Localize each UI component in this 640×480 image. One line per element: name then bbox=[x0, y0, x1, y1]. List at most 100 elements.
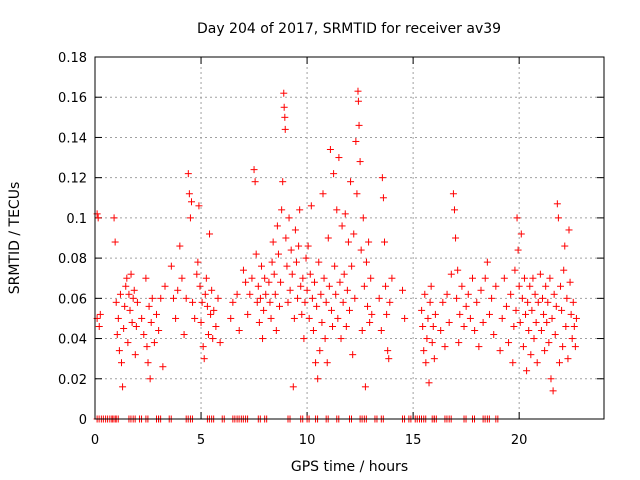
data-point bbox=[257, 262, 265, 270]
data-point bbox=[172, 314, 180, 322]
data-point bbox=[566, 278, 574, 286]
x-tick-label: 20 bbox=[511, 433, 528, 448]
data-point bbox=[485, 310, 493, 318]
data-point bbox=[121, 302, 129, 310]
data-point bbox=[199, 343, 207, 351]
data-point bbox=[315, 258, 323, 266]
data-point bbox=[341, 210, 349, 218]
data-point bbox=[267, 314, 275, 322]
data-point bbox=[207, 310, 215, 318]
data-point bbox=[456, 310, 464, 318]
data-point bbox=[299, 274, 307, 282]
data-point bbox=[346, 306, 353, 314]
data-point bbox=[311, 278, 319, 286]
data-point bbox=[498, 314, 506, 322]
data-point bbox=[229, 298, 237, 306]
data-point bbox=[318, 318, 326, 326]
data-point bbox=[111, 238, 119, 246]
data-point bbox=[546, 274, 554, 282]
data-point bbox=[514, 246, 522, 254]
y-tick-label: 0.1 bbox=[66, 212, 87, 227]
data-point bbox=[115, 347, 123, 355]
y-tick-label: 0.06 bbox=[58, 292, 87, 307]
data-point bbox=[333, 206, 341, 214]
data-point bbox=[140, 331, 148, 339]
data-point bbox=[291, 226, 299, 234]
data-point bbox=[520, 274, 528, 282]
data-point bbox=[359, 214, 367, 222]
data-point bbox=[277, 278, 285, 286]
data-point bbox=[256, 294, 264, 302]
data-point bbox=[567, 310, 575, 318]
data-point bbox=[505, 339, 513, 347]
data-point bbox=[118, 359, 126, 367]
y-tick-label: 0.04 bbox=[58, 333, 87, 348]
data-point bbox=[549, 387, 557, 395]
data-point bbox=[375, 294, 383, 302]
data-point bbox=[420, 347, 428, 355]
data-point bbox=[383, 310, 391, 318]
data-point bbox=[298, 310, 306, 318]
x-tick-label: 5 bbox=[197, 433, 205, 448]
data-point bbox=[364, 302, 372, 310]
y-tick-label: 0.02 bbox=[58, 373, 87, 388]
data-point bbox=[464, 290, 472, 298]
y-tick-label: 0.14 bbox=[58, 131, 87, 146]
data-point bbox=[174, 286, 182, 294]
data-point bbox=[155, 327, 163, 335]
data-point bbox=[386, 298, 394, 306]
data-point bbox=[308, 294, 316, 302]
data-point bbox=[268, 258, 276, 266]
data-point bbox=[305, 314, 313, 322]
data-point bbox=[458, 282, 466, 290]
data-point bbox=[473, 298, 481, 306]
data-point bbox=[129, 294, 137, 302]
data-point bbox=[255, 318, 263, 326]
data-point bbox=[462, 302, 470, 310]
data-point bbox=[200, 355, 208, 363]
data-point bbox=[138, 314, 146, 322]
data-point bbox=[377, 327, 385, 335]
data-point bbox=[334, 314, 342, 322]
data-point bbox=[571, 343, 579, 351]
data-point bbox=[147, 318, 155, 326]
data-point bbox=[572, 314, 580, 322]
data-point bbox=[124, 339, 132, 347]
y-tick-label: 0.18 bbox=[58, 51, 87, 66]
data-point bbox=[114, 314, 122, 322]
data-point bbox=[278, 206, 286, 214]
grid-lines bbox=[95, 57, 604, 419]
data-point bbox=[131, 351, 139, 359]
data-point bbox=[203, 302, 211, 310]
data-point bbox=[167, 262, 175, 270]
data-point bbox=[178, 274, 186, 282]
data-point bbox=[558, 306, 566, 314]
data-point bbox=[327, 306, 335, 314]
data-point bbox=[382, 282, 390, 290]
data-point bbox=[176, 242, 184, 250]
data-point bbox=[161, 282, 169, 290]
data-point bbox=[532, 318, 540, 326]
data-point bbox=[358, 327, 366, 335]
data-point bbox=[297, 282, 305, 290]
data-point bbox=[348, 262, 356, 270]
data-point bbox=[385, 355, 393, 363]
data-point bbox=[339, 298, 347, 306]
data-point bbox=[191, 314, 199, 322]
y-tick-label: 0 bbox=[79, 413, 87, 428]
data-point bbox=[286, 286, 294, 294]
data-point bbox=[239, 266, 247, 274]
data-point bbox=[281, 113, 289, 121]
data-point bbox=[460, 322, 468, 330]
data-point bbox=[126, 306, 134, 314]
data-point bbox=[302, 254, 310, 262]
data-point bbox=[347, 178, 355, 186]
data-point bbox=[189, 298, 197, 306]
data-point bbox=[568, 335, 576, 343]
data-point bbox=[425, 379, 433, 387]
data-point bbox=[227, 314, 235, 322]
data-point bbox=[510, 322, 518, 330]
data-point bbox=[344, 238, 352, 246]
data-point bbox=[401, 314, 409, 322]
data-point bbox=[534, 298, 542, 306]
